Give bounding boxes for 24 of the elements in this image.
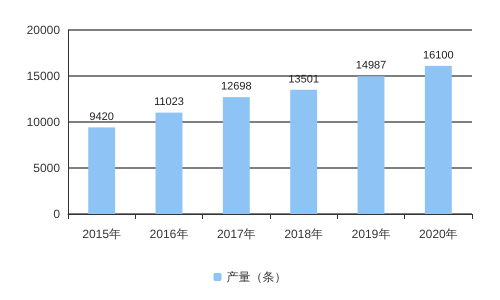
data-label: 9420 [89, 110, 114, 123]
legend-label: 产量（条） [226, 270, 286, 284]
x-tick-label: 2016年 [150, 227, 188, 241]
x-tick-label: 2017年 [216, 227, 256, 241]
data-label: 16100 [423, 49, 454, 62]
x-tick-label: 2020年 [418, 227, 458, 241]
bar [156, 112, 182, 214]
bar [222, 97, 250, 214]
y-tick-label: 10000 [26, 115, 60, 129]
y-tick-label: 15000 [26, 69, 60, 83]
data-label: 12698 [221, 80, 252, 93]
data-label: 14987 [356, 60, 386, 72]
x-tick-label: 2019年 [352, 227, 390, 241]
data-label: 11023 [154, 96, 184, 108]
y-tick-label: 5000 [33, 161, 60, 175]
data-label: 13501 [288, 73, 319, 86]
bar [290, 90, 318, 214]
x-tick-label: 2015年 [82, 227, 122, 241]
bar [424, 66, 452, 214]
y-tick-label: 0 [53, 207, 60, 221]
x-tick-label: 2018年 [284, 227, 324, 241]
bar [88, 127, 116, 214]
y-tick-label: 20000 [26, 23, 60, 37]
bar [358, 76, 384, 214]
